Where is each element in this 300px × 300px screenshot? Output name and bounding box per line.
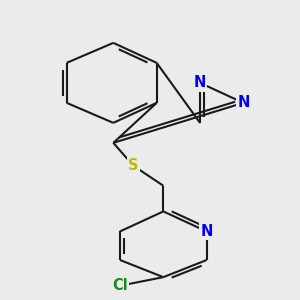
Text: N: N (237, 95, 250, 110)
Text: N: N (194, 75, 206, 90)
Text: N: N (200, 224, 213, 239)
Text: Cl: Cl (112, 278, 128, 293)
Text: S: S (128, 158, 139, 173)
